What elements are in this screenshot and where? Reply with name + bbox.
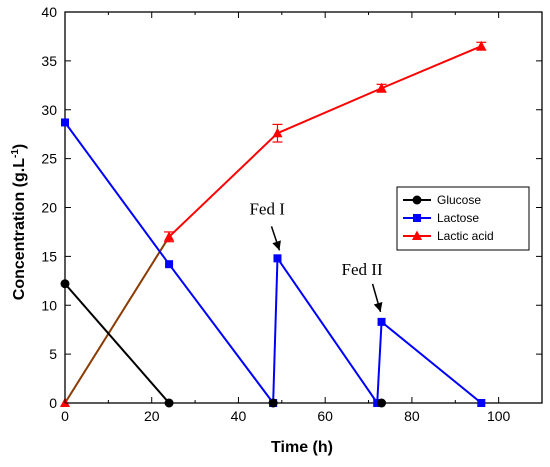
lactic-acid-line-segment xyxy=(277,87,382,135)
y-tick-label: 30 xyxy=(41,102,57,118)
lactic-acid-point xyxy=(164,231,175,241)
series-lactic-acid xyxy=(60,40,487,407)
y-tick-label: 35 xyxy=(41,53,57,69)
lactose-point xyxy=(165,260,174,269)
x-tick-label: 100 xyxy=(487,408,511,424)
series-lactose xyxy=(61,118,486,407)
lactose-line-segment xyxy=(168,263,274,404)
x-axis-title: Time (h) xyxy=(271,439,333,456)
lactose-line-segment xyxy=(272,258,279,404)
y-tick-label: 0 xyxy=(49,395,57,411)
annotation-label: Fed I xyxy=(249,199,285,218)
y-axis-title: Concentration (g.L-1) xyxy=(10,144,28,300)
lactic-acid-line-segment xyxy=(168,132,279,238)
y-tick-label: 10 xyxy=(41,297,57,313)
y-tick-label: 5 xyxy=(49,346,57,362)
x-tick-label: 0 xyxy=(61,408,69,424)
legend-marker-lactic-acid xyxy=(412,230,422,240)
glucose-line-segment xyxy=(64,283,170,404)
glucose-extra-point xyxy=(377,398,387,408)
lactic-acid-point xyxy=(272,127,283,138)
lactose-point xyxy=(273,254,282,263)
lactic-acid-point xyxy=(476,40,487,51)
y-tick-label: 25 xyxy=(41,151,57,167)
annotation-label: Fed II xyxy=(342,260,383,279)
y-tick-label: 15 xyxy=(41,248,57,264)
legend-marker-lactose xyxy=(413,214,421,222)
x-tick-label: 40 xyxy=(231,408,247,424)
legend-label-lactic-acid: Lactic acid xyxy=(437,229,494,243)
lactose-point xyxy=(377,317,386,326)
x-tick-label: 80 xyxy=(404,408,420,424)
lactose-line-segment xyxy=(64,121,170,265)
lactic-acid-line-segment xyxy=(381,45,482,90)
lactose-point xyxy=(477,399,486,407)
lactic-acid-line-segment xyxy=(64,236,170,404)
annotation-arrowhead xyxy=(373,301,383,312)
annotation-arrowhead xyxy=(272,240,281,251)
legend-marker-glucose xyxy=(412,195,422,205)
glucose-extra-point xyxy=(268,398,278,408)
legend-label-glucose: Glucose xyxy=(437,193,481,207)
lactose-line-segment xyxy=(380,321,482,404)
lactose-line-segment xyxy=(276,257,379,404)
y-tick-label: 40 xyxy=(41,4,57,20)
y-tick-label: 20 xyxy=(41,200,57,216)
series-glucose xyxy=(60,279,174,408)
lactose-line-segment xyxy=(376,321,383,404)
legend-label-lactose: Lactose xyxy=(437,211,479,225)
x-tick-label: 20 xyxy=(144,408,160,424)
lactose-point xyxy=(61,118,69,127)
lactic-acid-point xyxy=(376,82,387,93)
glucose-point xyxy=(164,398,174,408)
glucose-point xyxy=(60,279,70,289)
x-tick-label: 60 xyxy=(317,408,333,424)
